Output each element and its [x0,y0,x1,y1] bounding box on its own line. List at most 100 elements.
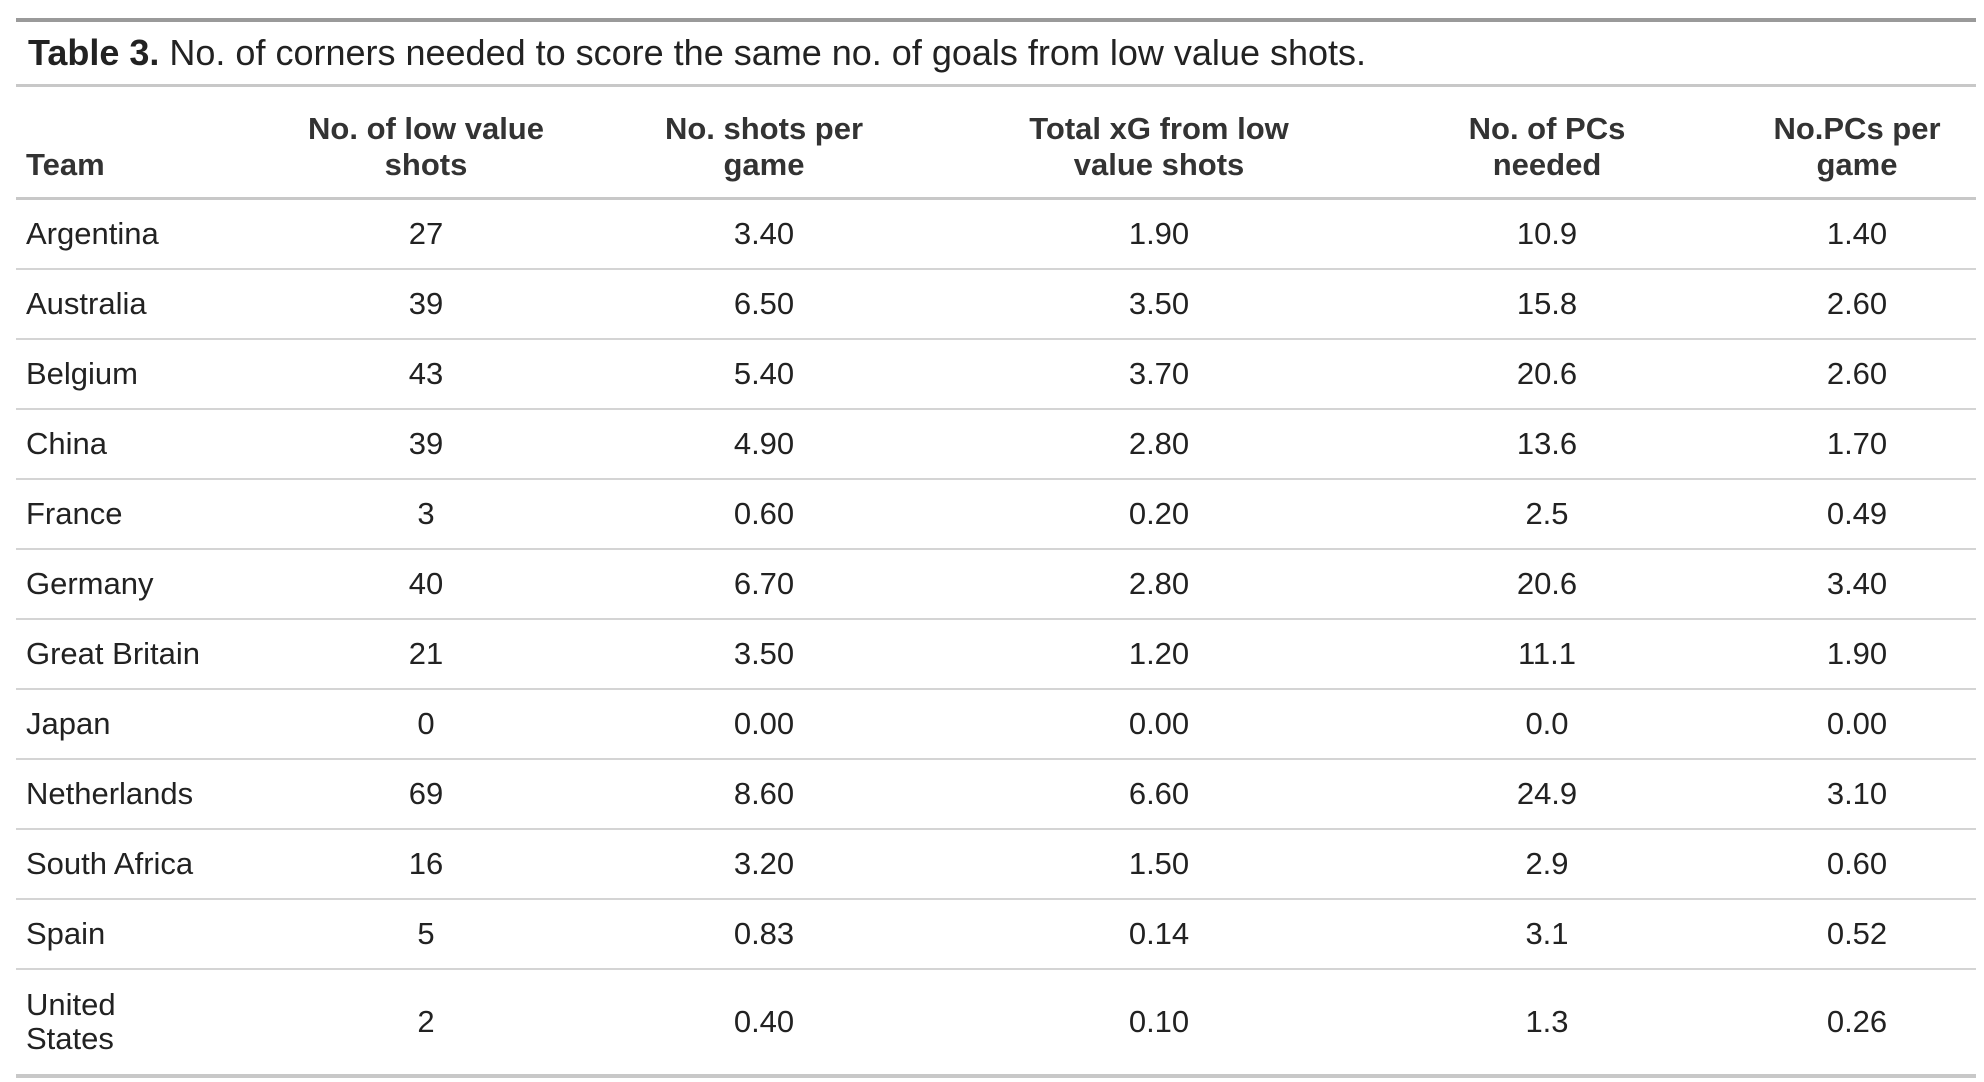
data-table: Table 3. No. of corners needed to score … [16,18,1976,1078]
table-row: Germany 40 6.70 2.80 20.6 3.40 [16,549,1976,620]
table-row: China 39 4.90 2.80 13.6 1.70 [16,409,1976,480]
cell-pcs-per-game: 1.70 [1738,409,1976,480]
table-row: Australia 39 6.50 3.50 15.8 2.60 [16,269,1976,340]
cell-pcs-needed: 0.0 [1356,689,1738,760]
column-header-team: Team [16,87,286,200]
cell-pcs-needed: 15.8 [1356,269,1738,340]
cell-shots-per-game: 0.40 [566,969,962,1078]
cell-pcs-per-game: 3.10 [1738,759,1976,830]
cell-shots-per-game: 6.50 [566,269,962,340]
cell-pcs-needed: 10.9 [1356,198,1738,270]
cell-low-value-shots: 43 [286,339,566,410]
cell-shots-per-game: 0.83 [566,899,962,970]
cell-team: Japan [16,689,286,760]
column-header-total-xg: Total xG from low value shots [962,87,1356,200]
top-rule [16,18,1976,22]
cell-low-value-shots: 21 [286,619,566,690]
cell-team: Australia [16,269,286,340]
cell-shots-per-game: 8.60 [566,759,962,830]
cell-pcs-needed: 13.6 [1356,409,1738,480]
table-body: Argentina 27 3.40 1.90 10.9 1.40 Australia 39 6.… [16,198,1976,1078]
cell-low-value-shots: 69 [286,759,566,830]
cell-pcs-per-game: 0.00 [1738,689,1976,760]
cell-pcs-per-game: 3.40 [1738,549,1976,620]
cell-low-value-shots: 39 [286,409,566,480]
cell-pcs-needed: 3.1 [1356,899,1738,970]
cell-team: South Africa [16,829,286,900]
cell-team: Belgium [16,339,286,410]
cell-low-value-shots: 0 [286,689,566,760]
cell-total-xg: 0.14 [962,899,1356,970]
cell-pcs-per-game: 2.60 [1738,269,1976,340]
cell-shots-per-game: 5.40 [566,339,962,410]
cell-team: Germany [16,549,286,620]
cell-pcs-needed: 11.1 [1356,619,1738,690]
cell-shots-per-game: 3.50 [566,619,962,690]
cell-total-xg: 1.50 [962,829,1356,900]
cell-shots-per-game: 3.40 [566,198,962,270]
table-row: Belgium 43 5.40 3.70 20.6 2.60 [16,339,1976,410]
caption-text: No. of corners needed to score the same … [159,32,1367,73]
cell-total-xg: 0.00 [962,689,1356,760]
cell-team: United States [16,969,286,1078]
cell-pcs-needed: 1.3 [1356,969,1738,1078]
table-row: Spain 5 0.83 0.14 3.1 0.52 [16,899,1976,970]
column-header-shots-per-game: No. shots per game [566,87,962,200]
column-header-pcs-per-game: No.PCs per game [1738,87,1976,200]
table-row: South Africa 16 3.20 1.50 2.9 0.60 [16,829,1976,900]
cell-shots-per-game: 0.00 [566,689,962,760]
cell-pcs-needed: 2.9 [1356,829,1738,900]
table-row: United States 2 0.40 0.10 1.3 0.26 [16,969,1976,1078]
cell-team: China [16,409,286,480]
cell-total-xg: 2.80 [962,409,1356,480]
table-row: Argentina 27 3.40 1.90 10.9 1.40 [16,198,1976,270]
cell-pcs-per-game: 0.52 [1738,899,1976,970]
cell-total-xg: 1.90 [962,198,1356,270]
cell-shots-per-game: 3.20 [566,829,962,900]
caption-label: Table 3. [28,32,160,73]
cell-total-xg: 6.60 [962,759,1356,830]
cell-low-value-shots: 16 [286,829,566,900]
table-row: France 3 0.60 0.20 2.5 0.49 [16,479,1976,550]
table-header: Team No. of low value shots No. shots pe… [16,87,1976,200]
cell-pcs-per-game: 0.49 [1738,479,1976,550]
cell-team: Spain [16,899,286,970]
cell-shots-per-game: 4.90 [566,409,962,480]
cell-total-xg: 2.80 [962,549,1356,620]
cell-team: Argentina [16,198,286,270]
cell-pcs-needed: 24.9 [1356,759,1738,830]
cell-total-xg: 3.70 [962,339,1356,410]
cell-pcs-per-game: 1.90 [1738,619,1976,690]
cell-pcs-per-game: 2.60 [1738,339,1976,410]
cell-pcs-per-game: 0.60 [1738,829,1976,900]
cell-shots-per-game: 6.70 [566,549,962,620]
cell-pcs-needed: 20.6 [1356,339,1738,410]
table-grid: Team No. of low value shots No. shots pe… [16,87,1976,1078]
table-row: Japan 0 0.00 0.00 0.0 0.00 [16,689,1976,760]
cell-team: Great Britain [16,619,286,690]
column-header-pcs-needed: No. of PCs needed [1356,87,1738,200]
cell-total-xg: 1.20 [962,619,1356,690]
cell-total-xg: 0.20 [962,479,1356,550]
cell-pcs-needed: 2.5 [1356,479,1738,550]
cell-total-xg: 3.50 [962,269,1356,340]
cell-shots-per-game: 0.60 [566,479,962,550]
table-caption: Table 3. No. of corners needed to score … [16,22,1976,84]
cell-low-value-shots: 39 [286,269,566,340]
table-row: Great Britain 21 3.50 1.20 11.1 1.90 [16,619,1976,690]
cell-team: Netherlands [16,759,286,830]
cell-low-value-shots: 2 [286,969,566,1078]
cell-total-xg: 0.10 [962,969,1356,1078]
header-row: Team No. of low value shots No. shots pe… [16,87,1976,200]
cell-pcs-per-game: 1.40 [1738,198,1976,270]
column-header-low-value-shots: No. of low value shots [286,87,566,200]
cell-team: France [16,479,286,550]
cell-low-value-shots: 40 [286,549,566,620]
cell-pcs-per-game: 0.26 [1738,969,1976,1078]
caption-rule [16,84,1976,87]
cell-pcs-needed: 20.6 [1356,549,1738,620]
cell-low-value-shots: 5 [286,899,566,970]
table-row: Netherlands 69 8.60 6.60 24.9 3.10 [16,759,1976,830]
cell-low-value-shots: 3 [286,479,566,550]
cell-low-value-shots: 27 [286,198,566,270]
